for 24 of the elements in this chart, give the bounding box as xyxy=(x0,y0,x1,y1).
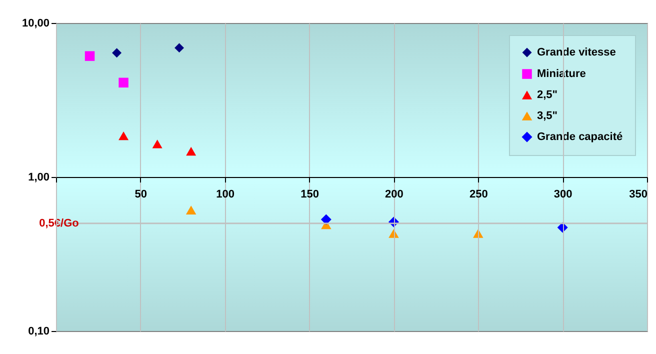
x-tick-label: 50 xyxy=(134,188,148,200)
legend-label: Grande capacité xyxy=(537,131,623,143)
point xyxy=(84,51,95,61)
y-tick-label: 0,10 xyxy=(28,326,50,338)
point xyxy=(112,48,122,58)
x-tick-label: 150 xyxy=(300,188,319,200)
legend-label: Miniature xyxy=(537,68,586,80)
y-tick-label: 10,00 xyxy=(22,18,50,30)
point xyxy=(118,78,128,88)
y-tick-label: 1,00 xyxy=(28,172,50,184)
legend-label: Grande vitesse xyxy=(537,46,616,58)
legend-label: 2,5" xyxy=(537,89,558,101)
x-tick-label: 100 xyxy=(216,188,235,200)
point xyxy=(186,206,196,214)
point xyxy=(174,43,184,53)
x-tick-label: 350 xyxy=(629,188,648,200)
point xyxy=(152,140,162,148)
x-tick-label: 250 xyxy=(469,188,488,200)
legend-label: 3,5" xyxy=(537,110,558,122)
point xyxy=(118,132,129,140)
x-tick-label: 200 xyxy=(385,188,404,200)
point xyxy=(186,146,196,156)
point xyxy=(320,214,332,225)
x-tick-label: 300 xyxy=(554,188,572,200)
